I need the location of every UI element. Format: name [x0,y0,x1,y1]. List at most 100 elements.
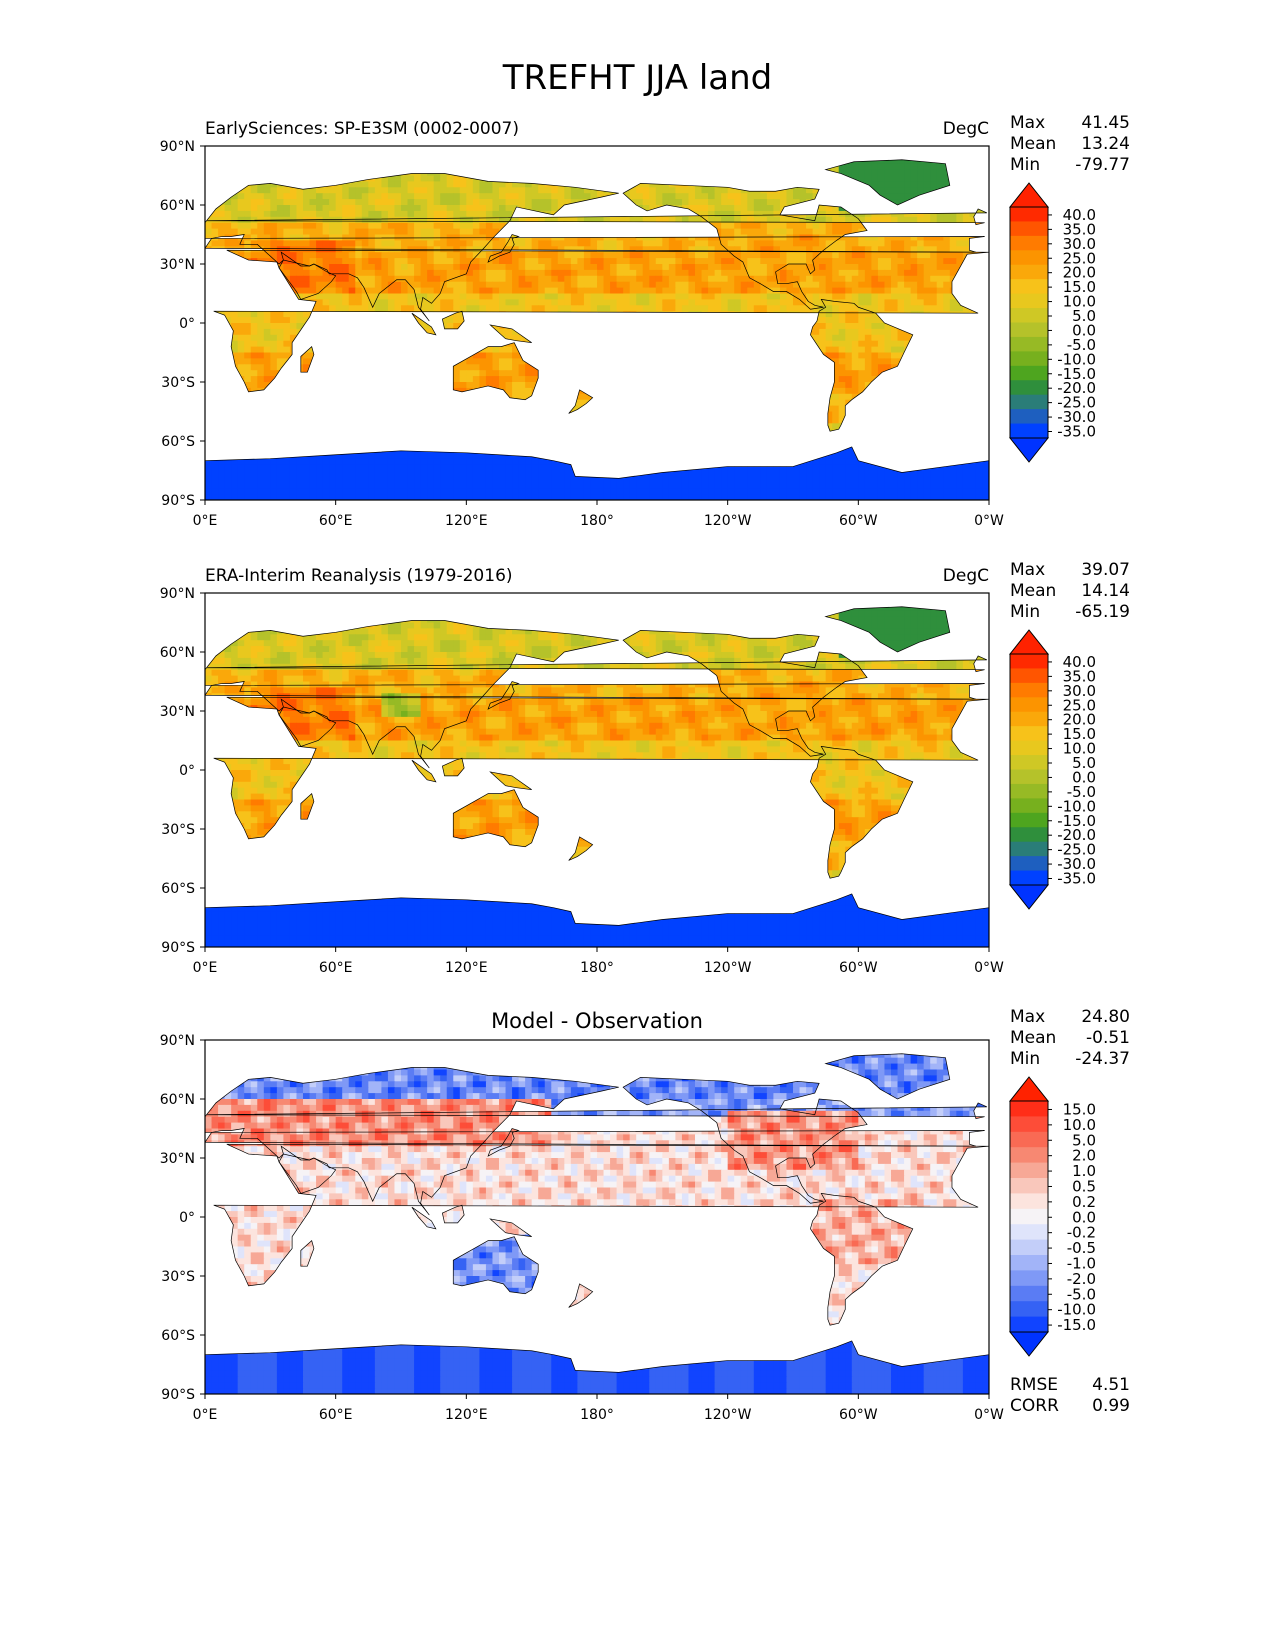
field-cell [838,199,846,206]
field-cell [949,216,957,224]
field-cell [786,216,794,224]
field-cell [270,234,278,241]
field-cell [897,364,905,371]
field-cell [283,152,290,159]
field-cell [538,346,546,354]
field-cell [355,317,363,324]
field-cell [864,370,872,377]
field-cell [224,210,232,218]
field-cell [662,175,670,182]
field-cell [440,364,448,371]
field-cell [793,159,801,165]
field-cell [557,159,565,165]
field-cell [583,222,592,230]
field-cell [799,328,807,336]
field-cell [531,334,539,342]
field-cell [394,216,402,224]
field-cell [557,275,565,283]
field-cell [303,222,311,230]
field-cell [766,216,774,224]
field-cell [904,159,912,165]
field-cell [205,205,213,212]
field-cell [387,169,396,177]
field-cell [956,293,964,300]
field-cell [485,376,494,383]
field-cell [623,382,631,389]
field-cell [577,376,585,383]
field-cell [943,175,951,182]
field-cell [962,187,970,194]
field-cell [714,281,722,289]
field-cell [688,382,696,389]
field-cell [329,199,337,206]
field-cell [917,222,925,230]
field-cell [485,169,494,177]
field-cell [623,293,631,300]
field-cell [897,252,905,259]
field-cell [374,346,382,354]
field-cell [760,210,768,218]
field-cell [466,187,474,194]
field-cell [969,340,977,348]
field-cell [407,293,415,300]
field-cell [734,334,742,342]
field-cell [296,281,304,289]
field-cell [760,193,768,200]
field-cell [819,146,826,153]
field-cell [348,210,356,218]
field-cell [858,187,866,194]
field-cell [544,317,552,324]
field-cell [727,216,735,224]
field-cell [414,317,422,324]
field-cell [714,340,722,348]
field-cell [760,252,768,259]
field-cell [773,216,781,224]
field-cell [610,317,618,324]
field-cell [943,258,951,265]
field-cell [224,293,232,300]
field-cell [401,163,409,171]
field-cell [374,299,382,306]
field-cell [420,299,428,306]
field-cell [708,299,716,306]
field-cell [701,159,709,165]
panel-model: 0°E 60°E 120°E 180° 120°W 60°W 0°W 90°N 60°N 30°N… [0,110,1275,580]
field-cell [518,193,526,200]
field-cell [851,317,859,324]
field-cell [283,222,291,230]
field-cell [897,246,905,253]
field-cell [309,205,317,212]
field-cell [564,376,572,383]
field-cell [387,240,396,247]
field-cell [276,305,284,312]
field-cell [263,358,271,365]
field-cell [401,228,409,236]
field-cell [897,216,905,224]
field-cell [642,163,650,171]
field-cell [296,352,304,359]
field-cell [316,240,324,247]
field-cell [962,317,970,324]
field-cell [518,376,526,383]
field-cell [499,352,507,359]
field-cell [616,269,624,277]
field-cell [551,246,559,253]
field-cell [727,258,735,265]
field-cell [440,181,448,188]
field-cell [355,205,363,212]
field-cell [538,275,546,283]
field-cell [446,210,454,218]
field-cell [766,358,774,365]
field-cell [734,234,742,241]
field-cell [616,252,624,259]
field-cell [747,287,755,295]
field-cell [316,187,324,194]
field-cell [799,382,807,389]
field-cell [753,175,761,182]
field-cell [231,370,239,377]
field-cell [460,146,467,153]
field-cell [714,187,722,194]
field-cell [884,311,892,318]
field-cell [283,210,291,218]
field-cell [766,275,774,283]
